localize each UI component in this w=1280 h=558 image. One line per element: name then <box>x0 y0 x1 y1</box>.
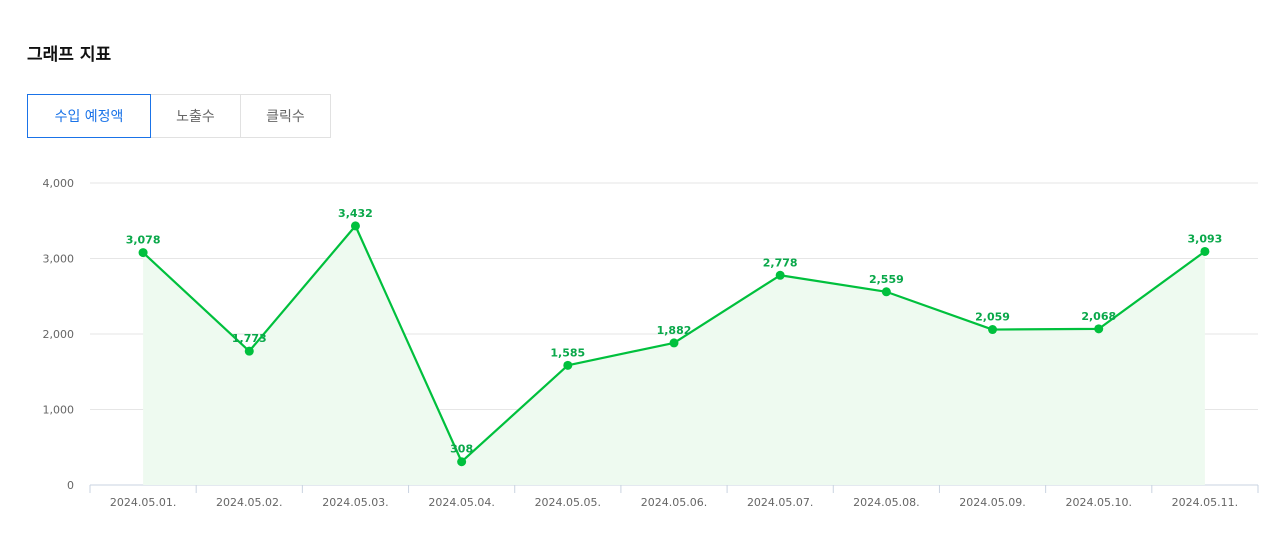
data-point <box>881 287 891 297</box>
data-label: 1,773 <box>232 332 267 345</box>
series-area <box>143 225 1205 485</box>
data-label: 2,778 <box>763 256 798 269</box>
data-label: 1,882 <box>657 324 692 337</box>
data-point <box>563 360 573 370</box>
x-tick-label: 2024.05.09. <box>959 496 1025 509</box>
x-tick-label: 2024.05.10. <box>1065 496 1131 509</box>
x-tick-label: 2024.05.05. <box>535 496 601 509</box>
tab-impressions[interactable]: 노출수 <box>151 94 241 138</box>
data-point <box>138 248 148 258</box>
data-point <box>1094 324 1104 334</box>
data-point <box>775 270 785 280</box>
x-tick-label: 2024.05.06. <box>641 496 707 509</box>
x-tick-label: 2024.05.04. <box>428 496 494 509</box>
data-point <box>350 221 360 231</box>
y-tick-label: 1,000 <box>43 404 75 417</box>
tab-clicks[interactable]: 클릭수 <box>241 94 331 138</box>
x-tick-label: 2024.05.07. <box>747 496 813 509</box>
data-label: 2,059 <box>975 311 1010 324</box>
data-label: 3,078 <box>126 234 161 247</box>
y-tick-label: 3,000 <box>43 253 75 266</box>
y-tick-label: 0 <box>67 479 74 492</box>
data-label: 308 <box>450 443 473 456</box>
metric-tabs: 수입 예정액 노출수 클릭수 <box>27 94 331 138</box>
page-title: 그래프 지표 <box>27 45 112 65</box>
data-label: 1,585 <box>550 346 585 359</box>
x-tick-label: 2024.05.03. <box>322 496 388 509</box>
data-label: 2,559 <box>869 273 904 286</box>
data-point <box>1200 246 1210 256</box>
x-tick-label: 2024.05.11. <box>1172 496 1238 509</box>
data-label: 3,093 <box>1188 232 1223 245</box>
tab-expected-revenue[interactable]: 수입 예정액 <box>27 94 151 138</box>
x-tick-label: 2024.05.08. <box>853 496 919 509</box>
x-tick-label: 2024.05.02. <box>216 496 282 509</box>
y-tick-label: 2,000 <box>43 328 75 341</box>
y-tick-label: 4,000 <box>43 177 75 190</box>
x-tick-label: 2024.05.01. <box>110 496 176 509</box>
data-point <box>457 457 467 467</box>
data-point <box>669 338 679 348</box>
data-point <box>244 346 254 356</box>
data-point <box>988 325 998 335</box>
revenue-line-chart: 0 1,000 2,000 3,000 4,000 3,078 1,773 3,432 308 1… <box>43 177 1259 509</box>
data-label: 2,068 <box>1081 310 1116 323</box>
data-label: 3,432 <box>338 207 373 220</box>
